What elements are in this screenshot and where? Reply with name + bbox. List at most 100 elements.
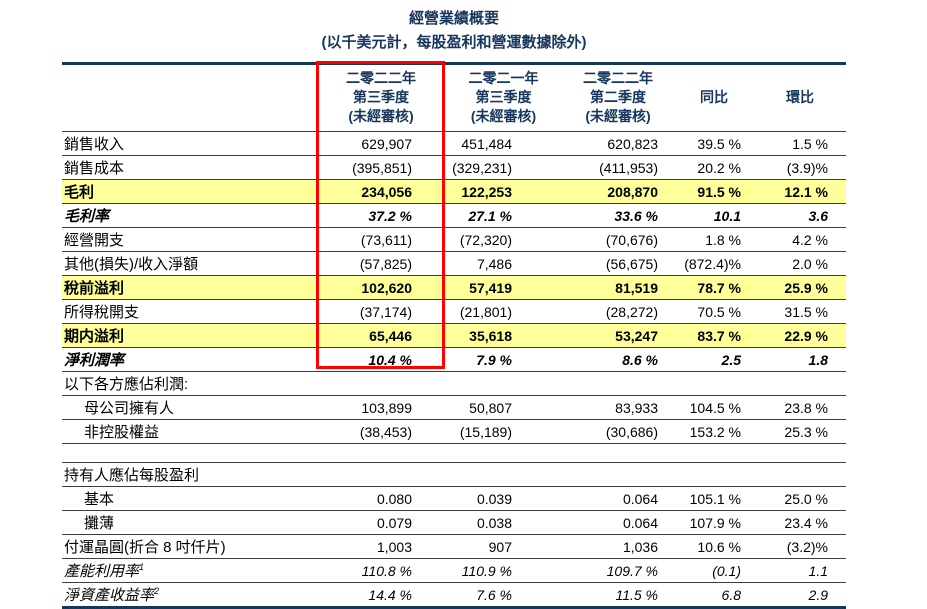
cell-value: (38,453) [359, 423, 412, 440]
column-header-line: 二零二一年 [468, 70, 539, 86]
cell-value: 70.5 % [697, 303, 741, 320]
row-label: 攤薄 [62, 512, 317, 533]
cell-value: 8.6 % [622, 351, 658, 368]
table-row: 其他(損失)/收入淨額 (57,825) 7,486 (56,675) (872.4)%… [62, 252, 846, 276]
table-row: 以下各方應佔利潤: [62, 372, 846, 396]
table-row: 淨利潤率 10.4 % 7.9 % 8.6 % 2.5 1.8 [62, 348, 846, 372]
cell-value: 0.064 [622, 490, 658, 507]
row-label: 毛利率 [62, 205, 317, 226]
cell-value: 1.8 [808, 351, 828, 368]
cell-value: (15,189) [459, 423, 512, 440]
table-row: 銷售收入 629,907 451,484 620,823 39.5 % 1.5 % [62, 132, 846, 156]
report-page: { "title": "經營業績概要", "subtitle": "(以千美元計… [62, 8, 846, 609]
cell-value: (73,611) [360, 231, 412, 248]
operating-results-table: 二零二二年第三季度 (未經審核) 二零二一年第三季度 (未經審核) 二零二二年第二季度 (… [62, 62, 846, 609]
cell-value: (72,320) [459, 231, 512, 248]
table-row: 基本 0.080 0.039 0.064 105.1 % 25.0 % [62, 487, 846, 511]
cell-value: (395,851) [352, 159, 412, 176]
row-label-text: 稅前溢利 [64, 280, 125, 297]
row-label-text: 毛利率 [64, 208, 110, 225]
cell-value: 105.1 % [689, 490, 741, 507]
row-label-text: 產能利用率 [64, 563, 140, 580]
column-header-line: 第三季度 [353, 89, 409, 105]
column-header: 二零二二年 第二季度 (未經審核) [562, 69, 674, 126]
column-header-line: (未經審核) [585, 108, 651, 124]
cell-value: (411,953) [599, 159, 658, 176]
title-block: 經營業績概要 (以千美元計，每股盈利和營運數據除外) [62, 8, 846, 54]
cell-value: (28,272) [605, 303, 658, 320]
cell-value: 23.8 % [784, 399, 828, 416]
cell-value: 3.6 [808, 207, 828, 224]
cell-value: (37,174) [359, 303, 412, 320]
table-row: 攤薄 0.079 0.038 0.064 107.9 % 23.4 % [62, 511, 846, 535]
row-label: 淨利潤率 [62, 349, 317, 370]
row-label: 非控股權益 [62, 421, 317, 442]
cell-value: 102,620 [361, 279, 412, 296]
footnote-marker: 1 [139, 562, 145, 572]
cell-value: 31.5 % [784, 303, 828, 320]
row-label-text: 付運晶圓(折合 8 吋仟片) [64, 539, 226, 556]
cell-value: 25.3 % [784, 423, 828, 440]
row-label: 其他(損失)/收入淨額 [62, 253, 317, 274]
cell-value: 65,446 [369, 327, 412, 344]
row-label: 母公司擁有人 [62, 397, 317, 418]
table-row: 經營開支 (73,611) (72,320) (70,676) 1.8 % 4.2 % [62, 228, 846, 252]
row-label-text: 母公司擁有人 [84, 400, 175, 417]
cell-value: (0.1) [712, 562, 741, 579]
row-label: 毛利 [62, 181, 317, 202]
cell-value: 33.6 % [614, 207, 658, 224]
row-label: 持有人應佔每股盈利 [62, 464, 317, 485]
row-label: 稅前溢利 [62, 277, 317, 298]
cell-value: (57,825) [359, 255, 412, 272]
cell-value: 4.2 % [792, 231, 828, 248]
footnote-marker: 2 [154, 586, 160, 596]
cell-value: 0.079 [376, 514, 412, 531]
cell-value: 620,823 [607, 135, 658, 152]
cell-value: 153.2 % [689, 423, 741, 440]
cell-value: 0.038 [476, 514, 512, 531]
column-header-line: 第二季度 [590, 89, 646, 105]
cell-value: 0.064 [622, 514, 658, 531]
table-row: 淨資產收益率2 14.4 % 7.6 % 11.5 % 6.8 2.9 [62, 583, 846, 609]
cell-value: (21,801) [459, 303, 512, 320]
cell-value: 25.9 % [784, 279, 828, 296]
cell-value: 629,907 [361, 135, 412, 152]
table-row: 產能利用率1 110.8 % 110.9 % 109.7 % (0.1) 1.1 [62, 559, 846, 583]
cell-value: 451,484 [461, 135, 512, 152]
row-label: 產能利用率1 [62, 560, 317, 581]
cell-value: 25.0 % [784, 490, 828, 507]
row-label: 銷售收入 [62, 133, 317, 154]
row-label-text: 所得稅開支 [64, 304, 140, 321]
table-row: 銷售成本 (395,851) (329,231) (411,953) 20.2 % (3.… [62, 156, 846, 180]
column-header-line: 二零二二年 [346, 70, 416, 86]
table-header-row: 二零二二年第三季度 (未經審核) 二零二一年第三季度 (未經審核) 二零二二年第二季度 (… [62, 62, 846, 132]
cell-value: 1,003 [376, 538, 412, 555]
cell-value: 1.8 % [705, 231, 741, 248]
row-label: 以下各方應佔利潤: [62, 373, 317, 394]
row-label-text: 淨利潤率 [64, 352, 125, 369]
cell-value: (3.2)% [786, 538, 828, 555]
row-label: 付運晶圓(折合 8 吋仟片) [62, 536, 317, 557]
row-label-text: 基本 [84, 491, 115, 508]
cell-value: 12.1 % [784, 183, 828, 200]
column-header-line: (未經審核) [348, 108, 414, 124]
cell-value: 91.5 % [697, 183, 741, 200]
page-subtitle: (以千美元計，每股盈利和營運數據除外) [321, 34, 587, 51]
cell-value: 22.9 % [784, 327, 828, 344]
page-title: 經營業績概要 [408, 10, 499, 27]
cell-value: 83,933 [615, 399, 658, 416]
cell-value: 37.2 % [368, 207, 412, 224]
cell-value: (329,231) [452, 159, 512, 176]
cell-value: 81,519 [615, 279, 658, 296]
row-label-text: 以下各方應佔利潤: [64, 376, 189, 393]
cell-value: 103,899 [361, 399, 412, 416]
table-row: 持有人應佔每股盈利 [62, 463, 846, 487]
row-label: 基本 [62, 488, 317, 509]
cell-value: 20.2 % [697, 159, 741, 176]
row-label-text: 銷售成本 [64, 160, 125, 177]
table-row: 母公司擁有人 103,899 50,807 83,933 104.5 % 23.8 % [62, 396, 846, 420]
cell-value: 0.080 [376, 490, 412, 507]
column-header: 二零二一年 第三季度 (未經審核) [445, 69, 562, 126]
column-header: 二零二二年第三季度 (未經審核) [317, 69, 445, 126]
column-header-line: 第三季度 [475, 89, 532, 105]
